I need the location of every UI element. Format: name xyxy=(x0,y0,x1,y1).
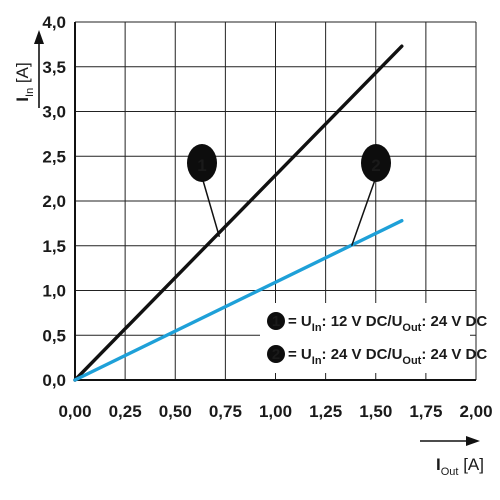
tick-labels: 0,00 0,25 0,50 0,75 1,00 1,25 1,50 1,75 2,00 0,0 0… xyxy=(42,13,492,421)
series-2-line xyxy=(73,218,404,382)
y-axis-title: IIn [A] xyxy=(13,62,36,101)
legend-1-label: = UIn: 12 V DC/UOut: 24 V DC xyxy=(288,313,487,334)
callout-2-badge xyxy=(361,144,391,182)
legend: 1 = UIn: 12 V DC/UOut: 24 V DC 2 = UIn: 24 … xyxy=(260,303,487,373)
legend-box xyxy=(260,303,470,373)
legend-1-number: 1 xyxy=(272,313,280,330)
y-tick-label: 3,5 xyxy=(42,58,66,77)
y-tick-label: 1,0 xyxy=(42,282,66,301)
callout-2-leader xyxy=(350,176,377,247)
y-tick-label: 4,0 xyxy=(42,13,66,32)
x-tick-label: 0,50 xyxy=(159,402,192,421)
y-tick-label: 2,5 xyxy=(42,147,66,166)
x-tick-label: 1,25 xyxy=(309,402,342,421)
grid xyxy=(74,21,477,381)
x-tick-label: 1,50 xyxy=(359,402,392,421)
legend-2-number: 2 xyxy=(272,346,280,363)
legend-1-badge xyxy=(267,312,285,330)
x-tick-label: 0,25 xyxy=(109,402,142,421)
y-tick-label: 0,5 xyxy=(42,326,66,345)
x-tick-label: 1,00 xyxy=(259,402,292,421)
x-axis-title: IOut [A] xyxy=(436,455,484,478)
series-1-line xyxy=(73,44,404,382)
x-tick-label: 0,75 xyxy=(209,402,242,421)
y-tick-label: 1,5 xyxy=(42,237,66,256)
x-tick-label: 2,00 xyxy=(459,402,492,421)
legend-2-label: = UIn: 24 V DC/UOut: 24 V DC xyxy=(288,346,487,367)
x-axis-arrowhead xyxy=(466,436,480,446)
axis-titles: IIn [A] IOut [A] xyxy=(13,30,484,478)
callout-1-badge xyxy=(187,144,217,182)
series-layer xyxy=(73,44,404,382)
y-tick-label: 0,0 xyxy=(42,371,66,390)
y-tick-label: 2,0 xyxy=(42,192,66,211)
callout-2-number: 2 xyxy=(371,156,380,175)
x-tick-label: 0,00 xyxy=(58,402,91,421)
callout-1-number: 1 xyxy=(197,156,206,175)
legend-2-badge xyxy=(267,345,285,363)
callout-1-leader xyxy=(201,176,221,238)
x-tick-label: 1,75 xyxy=(409,402,442,421)
y-axis-arrowhead xyxy=(34,30,44,44)
y-tick-label: 3,0 xyxy=(42,103,66,122)
